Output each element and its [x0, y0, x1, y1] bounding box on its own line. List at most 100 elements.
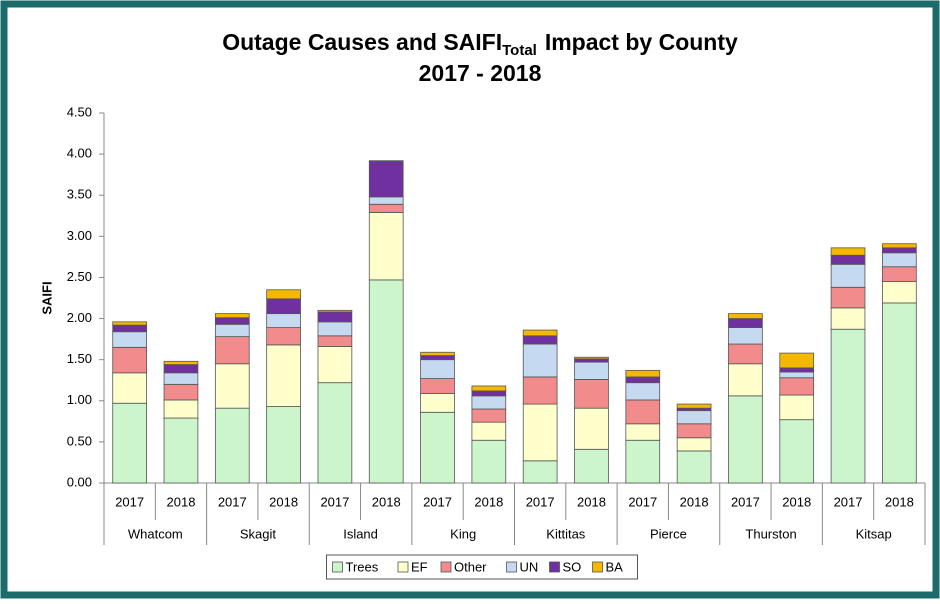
group-label: Kitsap	[856, 526, 892, 541]
bar-segment	[420, 378, 455, 394]
x-tick-label: 2017	[320, 494, 349, 509]
group-label: King	[450, 526, 476, 541]
bar-segment	[420, 351, 455, 356]
y-tick-label: 3.50	[67, 187, 92, 202]
legend-label: UN	[520, 559, 539, 574]
bar-segment	[676, 437, 712, 452]
legend-swatch	[332, 561, 343, 573]
bar-segment	[214, 313, 250, 319]
bar-segment	[779, 377, 815, 396]
bar-segment	[368, 196, 404, 205]
x-tick-label: 2018	[680, 494, 709, 509]
x-tick-label: 2017	[218, 494, 247, 509]
bar-segment	[163, 383, 199, 401]
x-tick-label: 2018	[167, 494, 196, 509]
bar-segment	[368, 203, 404, 213]
bar-segment	[522, 329, 558, 337]
bar-segment	[779, 371, 815, 379]
x-tick-label: 2018	[782, 494, 811, 509]
bar-segment	[471, 439, 507, 484]
bar-segment	[779, 394, 815, 421]
bar-segment	[728, 395, 763, 484]
bar-segment	[574, 448, 609, 484]
bar-segment	[625, 423, 661, 441]
bar-segment	[728, 318, 763, 328]
bar-segment	[574, 356, 609, 360]
bar-segment	[163, 364, 199, 374]
bar-segment	[676, 450, 712, 484]
bar-segment	[420, 411, 455, 484]
bar-segment	[368, 160, 404, 162]
y-tick-label: 2.00	[67, 310, 92, 325]
bar-segment	[830, 254, 866, 265]
y-axis-label: SAIFI	[39, 281, 54, 314]
bar-segment	[882, 266, 917, 282]
title-suffix: Impact by County	[545, 29, 738, 55]
group-label: Whatcom	[128, 526, 183, 541]
bar-segment	[779, 419, 815, 484]
bar-segment	[471, 395, 507, 410]
bar-segment	[317, 311, 353, 323]
bar-segment	[420, 355, 455, 361]
group-label: Pierce	[650, 526, 687, 541]
legend-label: SO	[563, 559, 582, 574]
bar-segment	[728, 343, 763, 365]
bar-segment	[112, 402, 147, 484]
bar-segment	[112, 372, 147, 404]
bar-segment	[676, 423, 712, 439]
bar-segment	[317, 335, 353, 347]
y-tick-label: 0.50	[67, 433, 92, 448]
legend-swatch	[592, 561, 603, 573]
bar-segment	[625, 382, 661, 401]
x-tick-label: 2017	[731, 494, 760, 509]
bar-segment	[471, 385, 507, 392]
group-label: Skagit	[240, 526, 277, 541]
y-tick-label: 2.50	[67, 269, 92, 284]
bar-segment	[522, 343, 558, 378]
x-tick-label: 2018	[474, 494, 503, 509]
bar-segment	[214, 407, 250, 484]
title-subscript: Total	[502, 42, 537, 59]
bar-segment	[266, 313, 301, 329]
bar-segment	[163, 399, 199, 419]
bar-segment	[779, 367, 815, 373]
bar-segment	[574, 378, 609, 409]
legend-label: Trees	[346, 559, 379, 574]
x-tick-label: 2017	[628, 494, 657, 509]
bar-segment	[266, 298, 301, 315]
bar-segment	[420, 359, 455, 379]
x-tick-label: 2018	[269, 494, 298, 509]
bar-segment	[163, 360, 199, 365]
bar-segment	[317, 382, 353, 484]
legend-swatch	[440, 561, 452, 573]
y-tick-label: 1.00	[67, 392, 92, 407]
bar-segment	[471, 421, 507, 441]
bar-segment	[522, 376, 558, 405]
title-main: Outage Causes and SAIFI	[222, 29, 502, 55]
y-tick-label: 1.50	[67, 351, 92, 366]
bar-segment	[471, 390, 507, 397]
x-tick-label: 2017	[423, 494, 452, 509]
bar-segment	[112, 346, 147, 374]
bar-segment	[214, 336, 250, 365]
bar-segment	[830, 328, 866, 484]
legend-box	[326, 554, 638, 580]
y-tick-label: 3.00	[67, 228, 92, 243]
group-label: Kittitas	[546, 526, 586, 541]
bar-segment	[266, 327, 301, 346]
bar-segment	[625, 369, 661, 378]
bar-segment	[522, 335, 558, 345]
bar-segment	[728, 363, 763, 397]
bar-segment	[728, 313, 763, 319]
x-tick-label: 2017	[834, 494, 863, 509]
x-tick-label: 2017	[115, 494, 144, 509]
bar-segment	[368, 279, 404, 484]
bar-segment	[830, 307, 866, 330]
bar-segment	[574, 407, 609, 450]
group-label: Thurston	[745, 526, 796, 541]
bar-segment	[163, 372, 199, 385]
bar-segment	[522, 403, 558, 462]
bar-segment	[266, 289, 301, 300]
bar-segment	[163, 417, 199, 484]
